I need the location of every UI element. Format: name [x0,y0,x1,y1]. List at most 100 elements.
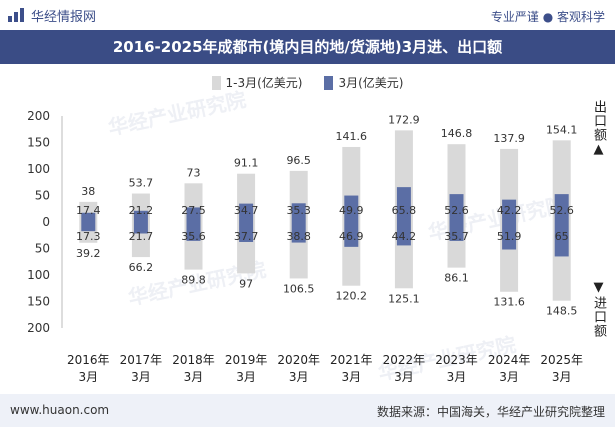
legend-swatch-series1 [211,75,221,90]
data-label-series2-export: 42.2 [497,204,522,217]
y-tick-label: 150 [27,295,50,309]
data-label-series1-export: 172.9 [388,113,420,126]
data-label-series2-import: 51.9 [497,230,522,243]
brand: 华经情报网 [8,6,97,25]
x-tick-label-year: 2016年 [67,353,110,367]
slogan-right: 客观科学 [556,10,605,24]
y-tick-label: 100 [27,268,50,282]
footer-site: www.huaon.com [10,403,110,417]
data-label-series2-export: 52.6 [444,204,469,217]
data-label-series2-import: 37.7 [234,230,259,243]
import-side-label: ▼进口额 [591,280,606,338]
x-tick-label-month: 3月 [289,370,309,384]
data-label-series2-import: 65 [555,230,569,243]
brand-name: 华经情报网 [31,9,97,25]
data-label-series2-import: 35.6 [181,230,206,243]
data-label-series2-export: 21.2 [129,204,154,217]
legend-swatch-series2 [324,75,334,90]
y-tick-label: 150 [27,136,50,150]
x-tick-label-month: 3月 [341,370,361,384]
bar-series2 [449,194,464,241]
data-label-series2-export: 65.8 [392,204,417,217]
data-label-series1-export: 137.9 [493,132,525,145]
data-label-series1-export: 96.5 [286,154,311,167]
bar-series2 [344,195,359,247]
data-label-series2-export: 49.9 [339,204,364,217]
data-label-series1-import: 89.8 [181,274,206,287]
export-side-label: 出口额▲ [591,100,606,158]
slogan: 专业严谨 ● 客观科学 [491,8,605,25]
data-label-series1-import: 106.5 [283,282,315,295]
x-tick-label-year: 2020年 [277,353,320,367]
data-label-series1-import: 148.5 [546,305,578,318]
chart-plot: 华经产业研究院华经产业研究院华经产业研究院华经产业研究院200150100500… [27,87,583,385]
bar-series2 [554,194,569,257]
data-label-series2-import: 46.9 [339,230,364,243]
watermark-0: 华经产业研究院 [106,87,248,140]
y-tick-label: 200 [27,109,50,123]
data-label-series1-import: 120.2 [336,290,368,303]
bar-series2 [291,203,306,243]
legend-label-series2: 3月(亿美元) [338,76,404,90]
slogan-left: 专业严谨 [490,10,539,24]
top-bar: 华经情报网 专业严谨 ● 客观科学 [0,0,615,30]
x-tick-label-year: 2019年 [225,353,268,367]
bar-series2 [133,210,148,234]
data-label-series1-import: 39.2 [76,247,101,260]
data-label-series1-import: 131.6 [493,296,525,309]
data-label-series2-export: 35.3 [286,204,311,217]
bar-series2 [186,207,201,241]
y-tick-label: 0 [42,215,50,229]
x-tick-label-month: 3月 [78,370,98,384]
footer-source: 数据来源：中国海关，华经产业研究院整理 [376,405,605,419]
x-tick-label-month: 3月 [499,370,519,384]
data-label-series1-export: 53.7 [129,177,154,190]
data-label-series2-import: 17.3 [76,230,101,243]
y-tick-label: 50 [35,189,50,203]
x-tick-label-month: 3月 [552,370,572,384]
data-label-series1-export: 154.1 [546,123,578,136]
x-tick-label-year: 2018年 [172,353,215,367]
data-label-series1-import: 66.2 [129,261,154,274]
bar-series2 [239,203,254,242]
x-tick-label-year: 2017年 [120,353,163,367]
chart-title: 2016-2025年成都市(境内目的地/货源地)3月进、出口额 [112,38,503,56]
bar-series2 [396,187,411,246]
title-bar: 2016-2025年成都市(境内目的地/货源地)3月进、出口额 [0,30,615,64]
y-tick-label: 50 [35,242,50,256]
bar-logo-icon [8,8,26,22]
data-label-series1-import: 125.1 [388,292,420,305]
x-tick-label-month: 3月 [131,370,151,384]
data-label-series1-export: 91.1 [234,157,259,170]
x-tick-label-year: 2024年 [488,353,531,367]
slogan-dot: ● [542,10,557,24]
data-label-series2-import: 44.2 [392,230,417,243]
x-tick-label-month: 3月 [394,370,414,384]
bar-series2 [81,212,96,232]
legend-item-series1: 1-3月(亿美元) [211,74,303,91]
data-label-series2-export: 52.6 [549,204,574,217]
data-label-series2-import: 38.8 [286,230,311,243]
x-tick-label-month: 3月 [184,370,204,384]
footer: www.huaon.com 数据来源：中国海关，华经产业研究院整理 [0,394,615,427]
data-label-series1-import: 97 [239,277,253,290]
x-tick-label-year: 2025年 [540,353,583,367]
data-label-series1-export: 146.8 [441,127,473,140]
data-label-series1-export: 141.6 [336,130,368,143]
y-tick-label: 200 [27,321,50,335]
legend-item-series2: 3月(亿美元) [324,74,403,91]
data-label-series2-export: 34.7 [234,204,259,217]
x-tick-label-year: 2023年 [435,353,478,367]
data-label-series1-export: 38 [81,185,95,198]
data-label-series2-import: 35.7 [444,230,469,243]
data-label-series1-import: 86.1 [444,272,469,285]
data-label-series1-export: 73 [187,166,201,179]
x-tick-label-year: 2022年 [383,353,426,367]
bar-series2 [502,199,517,250]
y-tick-label: 100 [27,162,50,176]
chart-legend: 1-3月(亿美元) 3月(亿美元) [0,74,615,91]
data-label-series2-import: 21.7 [129,230,154,243]
x-tick-label-month: 3月 [236,370,256,384]
legend-label-series1: 1-3月(亿美元) [225,76,303,90]
data-label-series2-export: 27.5 [181,204,206,217]
